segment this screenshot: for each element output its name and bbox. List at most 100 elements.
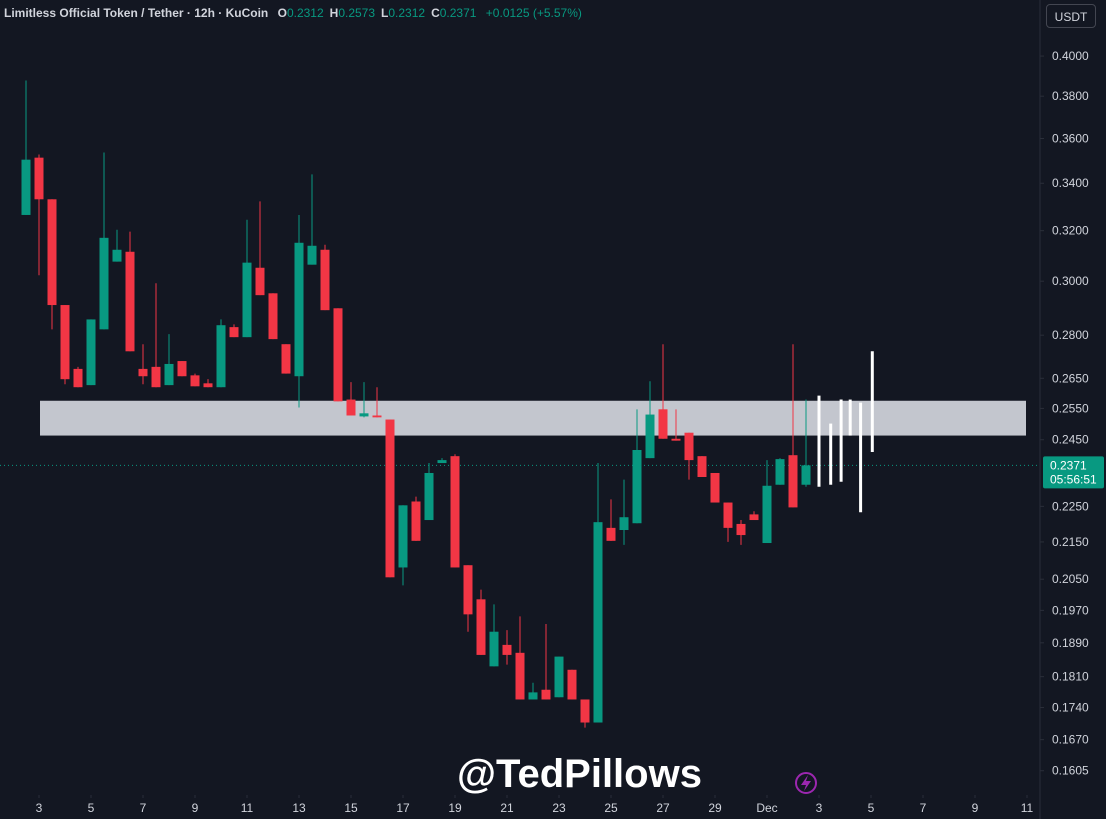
x-tick-label: 23 — [552, 801, 566, 815]
candle-body — [502, 644, 512, 655]
candle-body — [86, 319, 96, 386]
y-tick-label: 0.1740 — [1052, 701, 1089, 715]
candle-body — [684, 432, 694, 461]
candle-body — [177, 361, 187, 377]
candle-body — [190, 375, 200, 387]
y-tick-label: 0.1605 — [1052, 764, 1089, 778]
x-tick-label: 5 — [868, 801, 875, 815]
price-change: +0.0125 (+5.57%) — [485, 6, 582, 20]
support-zone — [40, 400, 1026, 436]
candle-body — [476, 599, 486, 655]
y-tick-label: 0.3600 — [1052, 132, 1089, 146]
candle-body — [632, 449, 642, 524]
candle-body — [398, 505, 408, 568]
symbol-header: Limitless Official Token / Tether · 12h … — [4, 6, 582, 20]
y-tick-label: 0.2250 — [1052, 499, 1089, 513]
candle-body — [554, 656, 564, 698]
x-tick-label: 9 — [192, 801, 199, 815]
candle-body — [99, 237, 109, 330]
candle-body — [307, 245, 317, 265]
ohlc-value: 0.2371 — [439, 6, 477, 20]
x-tick-label: 15 — [344, 801, 358, 815]
candle-body — [541, 689, 551, 700]
candle-body — [723, 502, 733, 528]
candle-body — [385, 419, 395, 578]
y-tick-label: 0.1670 — [1052, 733, 1089, 747]
candle-body — [749, 514, 759, 521]
x-tick-label: Dec — [756, 801, 777, 815]
candle-body — [138, 368, 148, 377]
candle-body — [112, 249, 122, 262]
candle-body — [203, 383, 213, 388]
candle-body — [411, 501, 421, 541]
x-tick-label: 21 — [500, 801, 514, 815]
x-tick-label: 3 — [816, 801, 823, 815]
candle-body — [645, 414, 655, 459]
x-tick-label: 25 — [604, 801, 618, 815]
candle-body — [372, 415, 382, 418]
candle-body — [489, 631, 499, 667]
y-tick-label: 0.1810 — [1052, 670, 1089, 684]
candle-body — [164, 363, 174, 386]
candle-body — [60, 305, 70, 380]
ohlc-values: O0.2312 H0.2573 L0.2312 C0.2371 — [272, 6, 477, 20]
candle-body — [762, 485, 772, 544]
price-tag — [1043, 456, 1104, 489]
price-tag-value: 0.2371 — [1050, 458, 1087, 472]
y-tick-label: 0.2150 — [1052, 535, 1089, 549]
candle-body — [73, 368, 83, 388]
ohlc-key: O — [277, 6, 287, 20]
x-tick-label: 7 — [140, 801, 147, 815]
x-tick-label: 5 — [88, 801, 95, 815]
candle-body — [567, 669, 577, 700]
y-tick-label: 0.2650 — [1052, 371, 1089, 385]
candle-body — [437, 460, 447, 464]
watermark: @TedPillows — [457, 752, 702, 796]
ohlc-key: H — [329, 6, 339, 20]
candle-body — [593, 522, 603, 723]
x-tick-label: 7 — [920, 801, 927, 815]
candle-body — [515, 652, 525, 700]
x-tick-label: 17 — [396, 801, 410, 815]
y-tick-label: 0.2550 — [1052, 401, 1089, 415]
candle-body — [151, 366, 161, 388]
currency-button[interactable]: USDT — [1046, 4, 1096, 28]
candle-body — [580, 699, 590, 723]
candle-body — [229, 327, 239, 338]
y-tick-label: 0.3000 — [1052, 274, 1089, 288]
candle-body — [346, 399, 356, 416]
candle-body — [450, 456, 460, 568]
candle-body — [736, 523, 746, 536]
ohlc-value: 0.2312 — [388, 6, 426, 20]
candle-body — [671, 438, 681, 441]
symbol-title: Limitless Official Token / Tether · 12h … — [4, 6, 269, 20]
candle-body — [216, 325, 226, 388]
y-tick-label: 0.3800 — [1052, 89, 1089, 103]
candle-body — [333, 308, 343, 402]
ohlc-value: 0.2312 — [286, 6, 324, 20]
ohlc-key: L — [381, 6, 389, 20]
price-tag-countdown: 05:56:51 — [1050, 472, 1097, 486]
candle-body — [359, 413, 369, 417]
y-tick-label: 0.1890 — [1052, 636, 1089, 650]
candle-body — [463, 565, 473, 615]
candle-body — [34, 157, 44, 200]
x-tick-label: 13 — [292, 801, 306, 815]
candle-body — [788, 455, 798, 508]
y-tick-label: 0.2050 — [1052, 572, 1089, 586]
candle-body — [528, 692, 538, 700]
y-tick-label: 0.3400 — [1052, 176, 1089, 190]
x-tick-label: 11 — [1021, 801, 1034, 815]
ohlc-value: 0.2573 — [338, 6, 376, 20]
plot-area: 0.4000 0.3800 0.3600 0.3400 0.3200 0.3000 0.28… — [0, 49, 1089, 815]
candle-body — [775, 459, 785, 485]
candle-body — [606, 527, 616, 541]
y-tick-label: 0.2450 — [1052, 433, 1089, 447]
candle-body — [320, 249, 330, 311]
x-tick-label: 11 — [241, 801, 254, 815]
y-tick-label: 0.1970 — [1052, 603, 1089, 617]
candle-body — [697, 456, 707, 477]
candle-body — [268, 293, 278, 340]
